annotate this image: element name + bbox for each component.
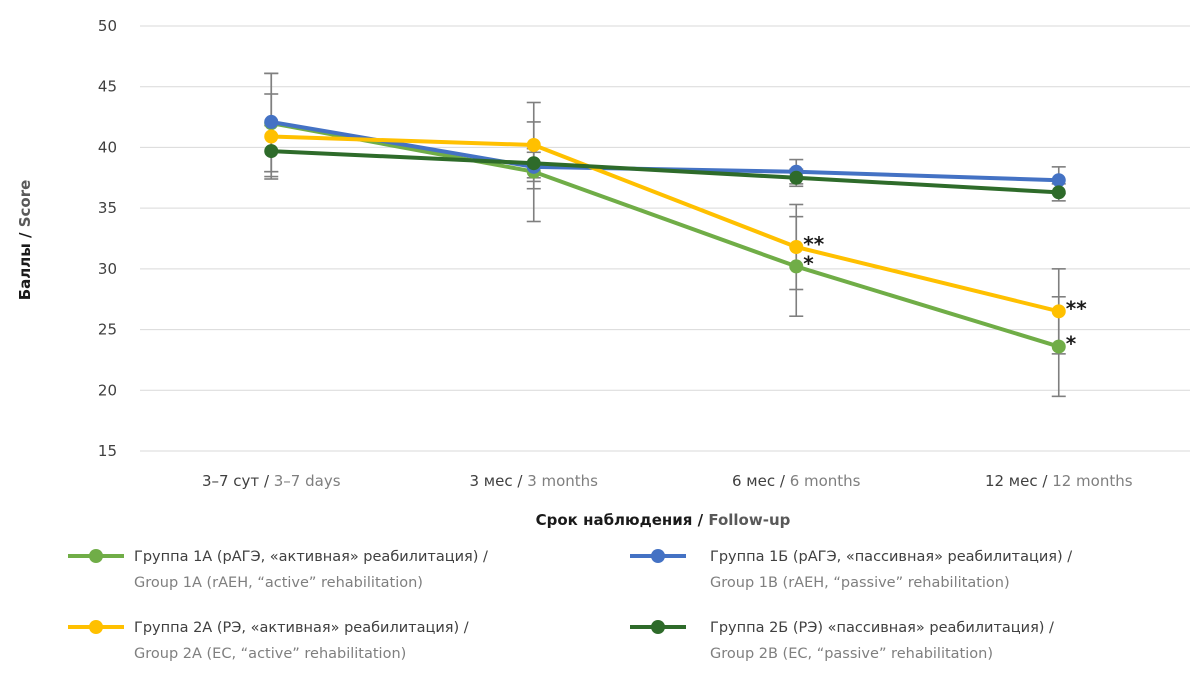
series-line [271, 149, 1059, 195]
data-point [264, 114, 279, 129]
x-axis-title-en: Follow-up [708, 511, 790, 529]
x-tick-label: 3–7 сут / 3–7 days [202, 472, 341, 490]
legend-swatch-marker [89, 620, 103, 634]
y-axis-title: Баллы / Score [16, 180, 34, 301]
legend: Группа 1А (рАГЭ, «активная» реабилитация… [68, 549, 1072, 662]
y-tick-label: 30 [98, 260, 117, 278]
y-axis-title-ru: Баллы / [16, 227, 34, 300]
data-point [1051, 173, 1066, 188]
x-axis-title: Срок наблюдения / Follow-up [536, 511, 791, 529]
series-2 [264, 129, 1066, 319]
data-point [789, 170, 804, 185]
data-point [264, 129, 279, 144]
significance-mark: * [803, 251, 814, 275]
legend-item-group-2b: Группа 2Б (РЭ) «пассивная» реабилитация)… [630, 620, 1054, 662]
series-line [271, 134, 1060, 314]
x-axis-title-ru: Срок наблюдения / [536, 511, 709, 529]
data-point [1051, 185, 1066, 200]
data-point [526, 156, 541, 171]
y-tick-label: 50 [98, 17, 117, 35]
x-tick-label-en: 3–7 days [274, 472, 341, 490]
data-point [1051, 339, 1066, 354]
legend-swatch-marker [651, 620, 665, 634]
legend-label-ru: Группа 2А (РЭ, «активная» реабилитация) … [134, 620, 469, 636]
data-point [1051, 304, 1066, 319]
data-point [526, 138, 541, 152]
error-bars [264, 72, 1066, 398]
legend-label-en: Group 1B (rAEH, “passive” rehabilitation… [710, 575, 1010, 591]
gridlines [140, 25, 1190, 452]
significance-mark: ** [1066, 296, 1087, 320]
legend-label-en: Group 2B (EC, “passive” rehabilitation) [710, 646, 993, 662]
y-axis-title-en: Score [16, 180, 34, 228]
legend-item-group-1b: Группа 1Б (рАГЭ, «пассивная» реабилитаци… [630, 549, 1072, 591]
data-point [264, 144, 279, 159]
y-tick-label: 40 [98, 138, 117, 156]
series-line [270, 121, 1060, 349]
y-tick-label: 20 [98, 381, 117, 399]
x-tick-label: 6 мес / 6 months [732, 472, 861, 490]
y-tick-label: 25 [98, 321, 117, 339]
legend-swatch-marker [651, 549, 665, 563]
legend-item-group-2a: Группа 2А (РЭ, «активная» реабилитация) … [68, 620, 469, 662]
series-0 [264, 116, 1066, 354]
data-point [789, 240, 804, 254]
x-tick-label-ru: 3 мес / [469, 472, 527, 490]
legend-label-en: Group 1A (rAEH, “active” rehabilitation) [134, 575, 423, 591]
x-tick-label: 12 мес / 12 months [985, 472, 1133, 490]
x-tick-label-en: 12 months [1052, 472, 1133, 490]
y-tick-label: 45 [98, 78, 117, 96]
data-point [789, 259, 804, 274]
y-axis-ticks: 15 20 25 30 35 40 45 50 [98, 17, 117, 460]
x-tick-label-ru: 3–7 сут / [202, 472, 274, 490]
series-3 [264, 144, 1066, 200]
x-tick-label-en: 3 months [527, 472, 598, 490]
legend-label-ru: Группа 1А (рАГЭ, «активная» реабилитация… [134, 549, 488, 565]
x-axis-ticks: 3–7 сут / 3–7 days 3 мес / 3 months 6 мес … [202, 472, 1133, 490]
series-lines [264, 114, 1066, 354]
legend-swatch-marker [89, 549, 103, 563]
legend-item-group-1a: Группа 1А (рАГЭ, «активная» реабилитация… [68, 549, 488, 591]
significance-mark: ** [803, 232, 824, 256]
y-tick-label: 15 [98, 442, 117, 460]
legend-label-ru: Группа 2Б (РЭ) «пассивная» реабилитация)… [710, 620, 1054, 636]
y-tick-label: 35 [98, 199, 117, 217]
x-tick-label-ru: 6 мес / [732, 472, 790, 490]
x-tick-label-en: 6 months [790, 472, 861, 490]
legend-label-en: Group 2A (EC, “active” rehabilitation) [134, 646, 406, 662]
x-tick-label: 3 мес / 3 months [469, 472, 598, 490]
series-1 [264, 114, 1066, 188]
x-tick-label-ru: 12 мес / [985, 472, 1052, 490]
significance-mark: * [1066, 332, 1077, 356]
significance-marks: ****** [803, 232, 1087, 356]
legend-label-ru: Группа 1Б (рАГЭ, «пассивная» реабилитаци… [710, 549, 1072, 565]
